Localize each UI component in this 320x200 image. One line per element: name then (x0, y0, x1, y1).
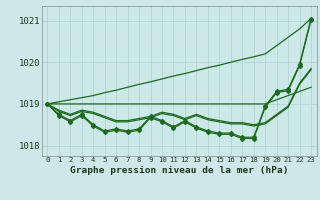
X-axis label: Graphe pression niveau de la mer (hPa): Graphe pression niveau de la mer (hPa) (70, 166, 288, 175)
